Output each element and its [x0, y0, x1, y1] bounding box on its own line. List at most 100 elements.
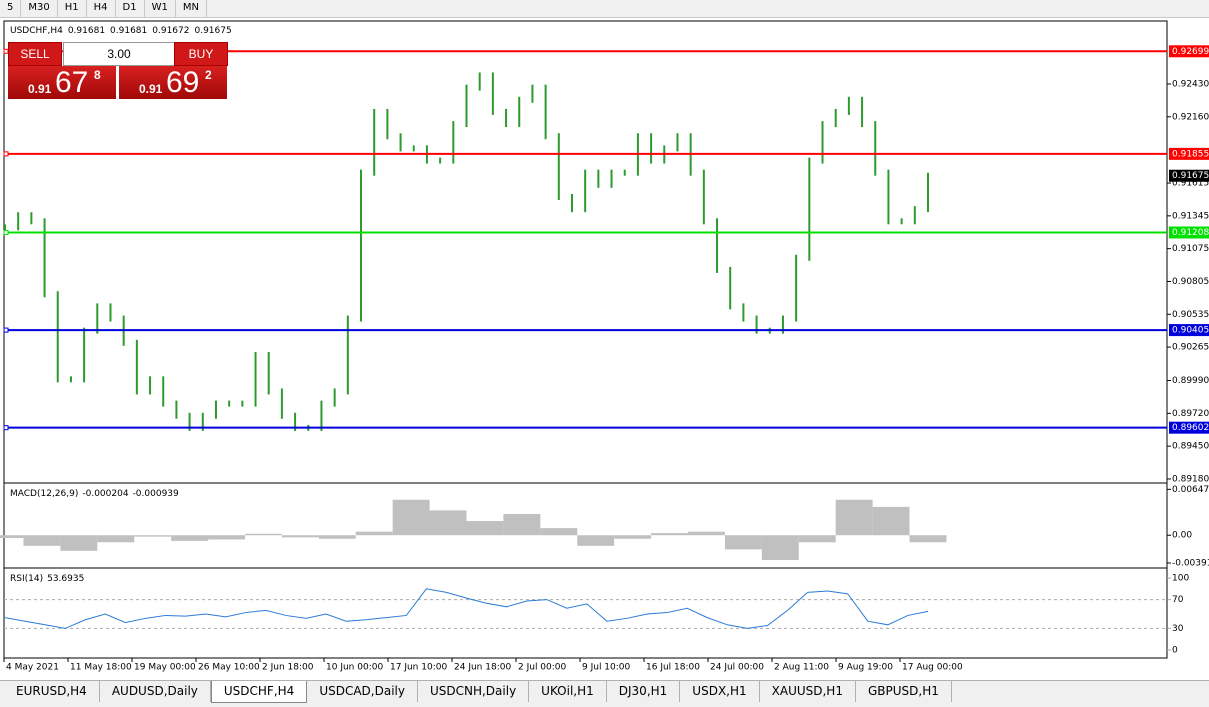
timeframe-button[interactable]: D1 — [116, 0, 145, 17]
timeframe-button[interactable]: H4 — [87, 0, 116, 17]
chart-tab[interactable]: USDX,H1 — [680, 681, 760, 702]
price-bar — [927, 172, 929, 213]
y-tick-label: 0.00 — [1172, 531, 1192, 541]
chart-tab[interactable]: GBPUSD,H1 — [856, 681, 952, 702]
macd-bar — [0, 535, 24, 539]
y-tick-label: 0.00647 — [1172, 485, 1209, 495]
macd-name: MACD(12,26,9) — [10, 489, 78, 499]
price-bar — [610, 169, 613, 188]
macd-bar — [97, 535, 135, 543]
price-bar — [913, 206, 916, 225]
price-bar — [702, 169, 705, 225]
level-handle — [3, 229, 9, 235]
timeframe-button[interactable]: W1 — [145, 0, 176, 17]
price-bar — [399, 133, 402, 152]
price-prefix: 0.91 — [28, 82, 52, 96]
price-bar — [544, 84, 547, 140]
price-bar — [228, 400, 231, 407]
y-tick-label: 0 — [1172, 646, 1178, 656]
macd-bar — [614, 535, 652, 539]
macd-bar — [872, 506, 910, 536]
price-bar — [56, 291, 59, 383]
ohlc-value: 0.91681 — [110, 26, 147, 36]
x-tick-label: 9 Aug 19:00 — [838, 663, 893, 673]
macd-bar — [244, 533, 282, 536]
chart-tab[interactable]: USDCAD,Daily — [307, 681, 418, 702]
x-tick-label: 24 Jul 00:00 — [710, 663, 764, 673]
price-bar — [30, 212, 33, 225]
symbol: USDCHF,H4 — [10, 26, 63, 36]
price-bar — [412, 145, 415, 152]
y-tick-label: 0.90535 — [1172, 310, 1209, 320]
price-bar — [386, 108, 389, 140]
level-price-box — [1169, 421, 1209, 434]
price-bar — [861, 96, 864, 128]
price-bar — [333, 388, 336, 407]
price-pip: 8 — [94, 68, 101, 82]
y-tick-label: -0.003916 — [1172, 558, 1209, 568]
price-bar — [874, 121, 877, 176]
price-bar — [531, 84, 534, 103]
chart-tab[interactable]: AUDUSD,Daily — [100, 681, 211, 702]
timeframe-button[interactable]: M30 — [21, 0, 58, 17]
price-bar — [83, 327, 86, 383]
sell-price[interactable]: 0.91 67 8 — [8, 66, 116, 99]
chart-tab[interactable]: XAUUSD,H1 — [760, 681, 856, 702]
price-bar — [623, 169, 626, 176]
price-bar — [214, 400, 217, 419]
timeframe-button[interactable]: 5 — [0, 0, 22, 17]
macd-bar — [23, 535, 61, 546]
price-bar — [795, 254, 798, 322]
chart-tab[interactable]: USDCNH,Daily — [418, 681, 530, 702]
sell-button[interactable]: SELL — [8, 42, 62, 66]
x-tick-label: 19 May 00:00 — [134, 663, 196, 673]
x-tick-label: 10 Jun 00:00 — [326, 663, 383, 673]
price-bar — [149, 376, 152, 395]
ohlc-value: 0.91681 — [68, 26, 105, 36]
price-bar — [135, 339, 138, 395]
level-handle — [3, 151, 9, 157]
level-price-box — [1169, 324, 1209, 337]
price-bar — [716, 218, 719, 273]
y-tick-label: 0.91345 — [1172, 211, 1209, 221]
volume-input[interactable]: 3.00 — [63, 42, 175, 66]
macd-bar — [392, 499, 430, 536]
y-tick-label: 70 — [1172, 595, 1184, 605]
one-click-trading: SELL 3.00 BUY 0.91 67 8 0.91 69 2 — [8, 42, 228, 99]
buy-button[interactable]: BUY — [174, 42, 228, 66]
level-price-label: 0.90405 — [1172, 326, 1209, 336]
y-tick-label: 0.92160 — [1172, 112, 1209, 122]
price-bar — [900, 218, 903, 225]
y-tick-label: 0.91615 — [1172, 179, 1209, 189]
y-tick-label: 0.89990 — [1172, 376, 1209, 386]
buy-price[interactable]: 0.91 69 2 — [119, 66, 227, 99]
price-bar — [373, 108, 376, 176]
level-price-label: 0.92699 — [1172, 47, 1209, 57]
x-tick-label: 2 Aug 11:00 — [774, 663, 829, 673]
price-bar — [360, 169, 363, 322]
price-bar — [254, 351, 257, 407]
y-tick-label: 0.89720 — [1172, 409, 1209, 419]
y-tick-label: 0.90265 — [1172, 343, 1209, 353]
chart-tab[interactable]: EURUSD,H4 — [4, 681, 100, 702]
price-bar — [320, 400, 323, 431]
x-tick-label: 24 Jun 18:00 — [454, 663, 511, 673]
chart-tab[interactable]: UKOil,H1 — [529, 681, 607, 702]
timeframe-button[interactable]: H1 — [58, 0, 87, 17]
y-tick-label: 100 — [1172, 574, 1189, 584]
price-bar — [465, 84, 468, 128]
timeframe-toolbar: 5 M30 H1 H4 D1 W1 MN — [0, 0, 1209, 18]
chart-tab[interactable]: USDCHF,H4 — [210, 681, 308, 703]
macd-bar — [171, 535, 209, 541]
macd-bar — [577, 535, 615, 546]
price-bar — [847, 96, 850, 115]
price-bar — [69, 376, 72, 383]
price-bar — [188, 412, 191, 431]
macd-bar — [798, 535, 836, 543]
timeframe-button[interactable]: MN — [176, 0, 207, 17]
level-price-label: 0.91208 — [1172, 228, 1209, 238]
macd-bar — [281, 535, 319, 538]
chart-tab[interactable]: DJ30,H1 — [607, 681, 681, 702]
price-bar — [505, 108, 508, 128]
